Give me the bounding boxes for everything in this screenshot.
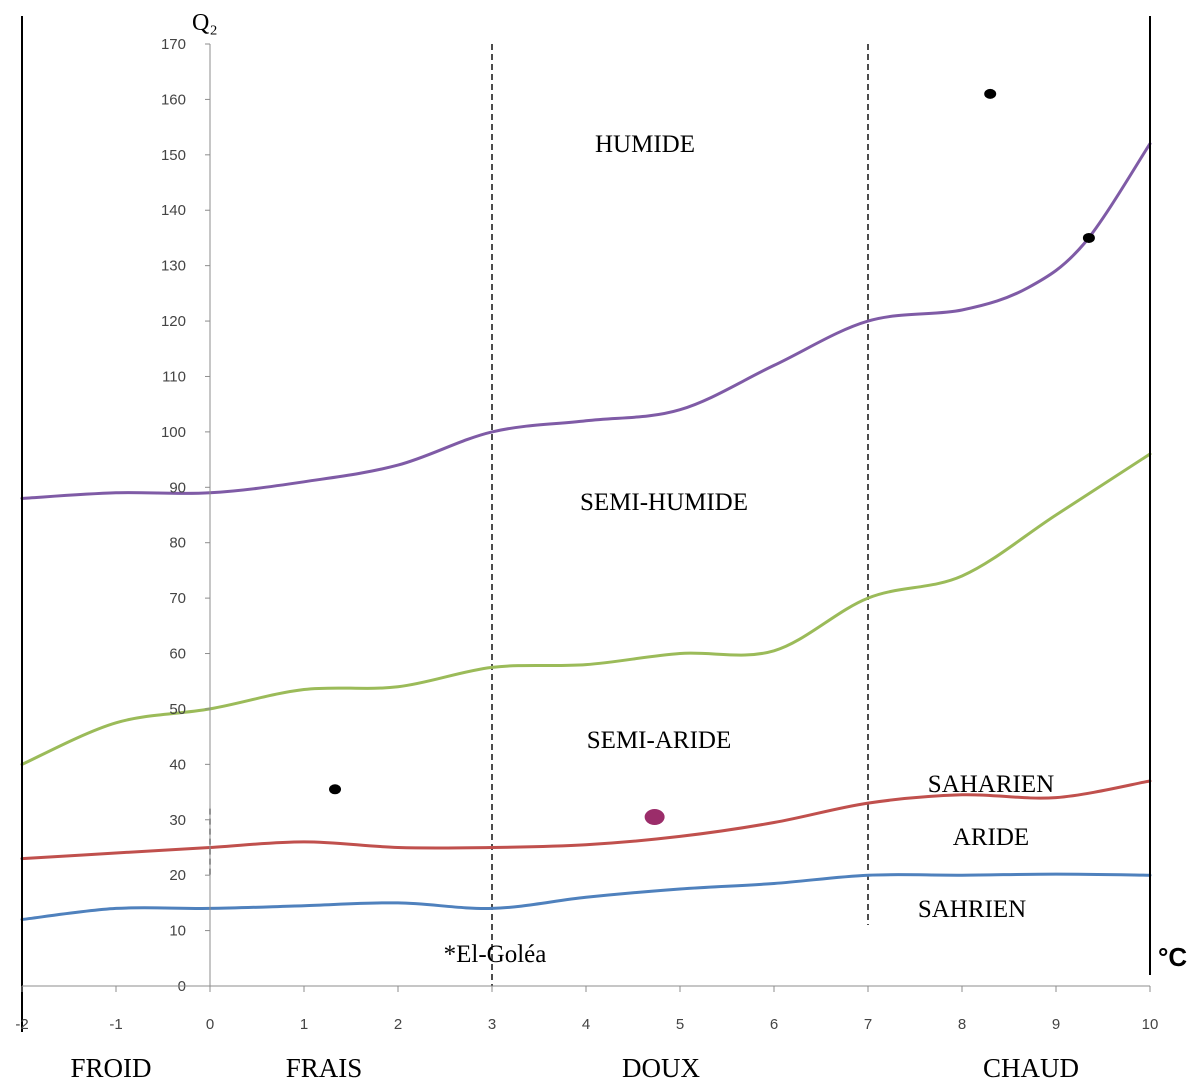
el-golea-annotation: *El-Goléa [444,941,547,968]
x-tick-label: 2 [394,1016,402,1033]
y-tick-label: 80 [169,535,186,552]
zone-sahrien: SAHRIEN [918,896,1026,923]
station-point-3 [1082,232,1095,243]
station-point-2 [984,88,997,99]
y-tick-label: 120 [161,313,186,330]
y-tick-label: 40 [169,756,186,773]
station-point-0 [329,784,342,795]
climate-curves [20,142,1152,921]
y-tick-label: 140 [161,202,186,219]
y-tick-label: 10 [169,923,186,940]
x-tick-label: 6 [770,1016,778,1033]
season-chaud: CHAUD [983,1053,1079,1083]
x-tick-label: 4 [582,1016,590,1033]
y-tick-label: 170 [161,36,186,53]
y-tick-label: 90 [169,479,186,496]
axes: 0102030405060708090100110120130140150160… [15,16,1158,1033]
y-tick-label: 30 [169,812,186,829]
zone-saharien: SAHARIEN [928,771,1054,798]
y-tick-label: 160 [161,91,186,108]
x-tick-label: 1 [300,1016,308,1033]
y-tick-label: 110 [162,368,186,385]
zone-semi-humide: SEMI-HUMIDE [580,489,748,516]
zone-humide: HUMIDE [595,131,695,158]
season-froid: FROID [70,1053,151,1083]
x-tick-label: 3 [488,1016,496,1033]
y-tick-label: 70 [169,590,186,607]
x-axis-unit: °C [1158,942,1187,972]
y-tick-label: 150 [161,147,186,164]
station-points [329,88,1095,825]
x-tick-label: 10 [1142,1016,1159,1033]
station-point-1 [644,808,665,825]
y-tick-label: 60 [169,646,186,663]
x-tick-label: -2 [15,1016,28,1033]
season-doux: DOUX [622,1053,700,1083]
y-tick-label: 130 [161,258,186,275]
x-tick-label: 8 [958,1016,966,1033]
climate-curve-0 [20,142,1152,500]
x-tick-label: 9 [1052,1016,1060,1033]
x-tick-label: 7 [864,1016,872,1033]
y-tick-label: 20 [169,867,186,884]
season-frais: FRAIS [286,1053,363,1083]
y-tick-label: 50 [169,701,186,718]
y-axis-title: Q₂ [192,10,218,36]
zone-aride: ARIDE [953,824,1029,851]
x-tick-label: 0 [206,1016,214,1033]
x-tick-label: -1 [109,1016,122,1033]
boundary-lines [209,44,869,986]
zone-semi-aride: SEMI-ARIDE [587,727,731,754]
x-tick-label: 5 [676,1016,684,1033]
y-tick-label: 100 [161,424,186,441]
